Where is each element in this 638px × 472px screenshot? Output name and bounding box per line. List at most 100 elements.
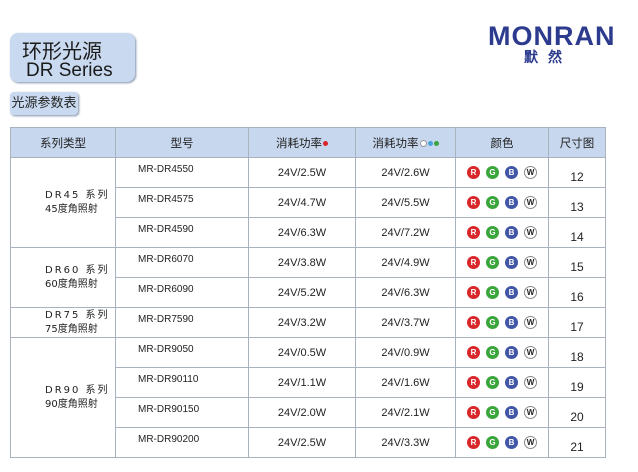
series-cell: DR45 系列 45度角照射 bbox=[10, 157, 116, 248]
power-cell: 24V/2.6W bbox=[355, 157, 456, 188]
model-cell: MR-DR90110 bbox=[115, 367, 249, 398]
series-angle: 60度角照射 bbox=[45, 278, 98, 290]
color-badge: R bbox=[467, 226, 480, 239]
table-row: DR45 系列 45度角照射 MR-DR4550 24V/2.5W 24V/2.6W R G… bbox=[10, 157, 606, 248]
series-cell: DR90 系列 90度角照射 bbox=[10, 337, 116, 458]
logo: MONRAN 默然 bbox=[488, 22, 615, 66]
color-badge: W bbox=[524, 376, 537, 389]
power-cell: 24V/0.5W bbox=[248, 337, 356, 368]
series-name: DR90 系列 bbox=[45, 384, 110, 396]
color-badge: G bbox=[486, 226, 499, 239]
model-cell: MR-DR90200 bbox=[115, 427, 249, 458]
table-row: MR-DR90150 24V/2.0W 24V/2.1W R G B W 20 bbox=[11, 397, 606, 428]
color-badge: G bbox=[486, 316, 499, 329]
power-cell: 24V/6.3W bbox=[355, 277, 456, 308]
power-cell: 24V/6.3W bbox=[248, 217, 356, 248]
spec-table: 系列类型 型号 消耗功率 消耗功率 颜色 尺寸图 DR45 系列 45度角照射 MR-DR45… bbox=[10, 127, 606, 458]
power-cell: 24V/7.2W bbox=[355, 217, 456, 248]
series-angle: 45度角照射 bbox=[45, 203, 98, 215]
power-cell: 24V/2.5W bbox=[248, 157, 356, 188]
indicator-dot bbox=[427, 140, 433, 146]
color-badge: R bbox=[467, 406, 480, 419]
color-badge: W bbox=[524, 346, 537, 359]
color-badge: G bbox=[486, 406, 499, 419]
series-name: DR60 系列 bbox=[45, 264, 110, 276]
color-badge: B bbox=[505, 436, 518, 449]
indicator-dot bbox=[433, 140, 439, 146]
size-cell: 13 bbox=[548, 187, 606, 218]
color-badge: G bbox=[486, 256, 499, 269]
power-cell: 24V/2.0W bbox=[248, 397, 356, 428]
series-angle: 90度角照射 bbox=[45, 398, 98, 410]
title: 环形光源 bbox=[22, 39, 102, 63]
indicator-dot bbox=[419, 139, 427, 147]
color-badge: R bbox=[467, 166, 480, 179]
power-cell: 24V/2.1W bbox=[355, 397, 456, 428]
column-header: 型号 bbox=[115, 127, 249, 158]
color-badge: W bbox=[524, 436, 537, 449]
model-cell: MR-DR4590 bbox=[115, 217, 249, 248]
color-badge: B bbox=[505, 196, 518, 209]
series-name: DR45 系列 bbox=[45, 189, 110, 201]
power-cell: 24V/3.2W bbox=[248, 307, 356, 338]
model-cell: MR-DR4575 bbox=[115, 187, 249, 218]
subtitle: DR Series bbox=[26, 60, 113, 81]
table-row: MR-DR6090 24V/5.2W 24V/6.3W R G B W 16 bbox=[11, 277, 606, 308]
model-cell: MR-DR9050 bbox=[115, 337, 249, 368]
size-cell: 16 bbox=[548, 277, 606, 308]
color-badge: G bbox=[486, 196, 499, 209]
table-row: MR-DR90200 24V/2.5W 24V/3.3W R G B W 21 bbox=[11, 427, 606, 458]
color-badge: G bbox=[486, 286, 499, 299]
model-cell: MR-DR7590 bbox=[115, 307, 249, 338]
column-header: 尺寸图 bbox=[548, 127, 606, 158]
color-badge: B bbox=[505, 376, 518, 389]
series-name: DR75 系列 bbox=[45, 309, 110, 321]
model-cell: MR-DR6070 bbox=[115, 247, 249, 278]
power-cell: 24V/5.2W bbox=[248, 277, 356, 308]
model-cell: MR-DR6090 bbox=[115, 277, 249, 308]
column-header-text: 消耗功率 bbox=[276, 135, 322, 150]
color-badge: W bbox=[524, 256, 537, 269]
table-row: DR75 系列 75度角照射 MR-DR7590 24V/3.2W 24V/3.7W R G… bbox=[10, 307, 606, 338]
color-badge: W bbox=[524, 166, 537, 179]
color-badge: G bbox=[486, 346, 499, 359]
size-cell: 17 bbox=[548, 307, 606, 338]
power-cell: 24V/1.1W bbox=[248, 367, 356, 398]
color-badge: W bbox=[524, 286, 537, 299]
power-cell: 24V/3.7W bbox=[355, 307, 456, 338]
series-angle: 75度角照射 bbox=[45, 323, 98, 335]
column-header: 颜色 bbox=[455, 127, 549, 158]
column-header-text: 尺寸图 bbox=[559, 135, 595, 150]
power-cell: 24V/0.9W bbox=[355, 337, 456, 368]
color-badge: R bbox=[467, 376, 480, 389]
color-badge: G bbox=[486, 166, 499, 179]
color-badge: W bbox=[524, 226, 537, 239]
size-cell: 14 bbox=[548, 217, 606, 248]
table-row: DR60 系列 60度角照射 MR-DR6070 24V/3.8W 24V/4.9W R G… bbox=[10, 247, 606, 308]
column-header-text: 消耗功率 bbox=[372, 135, 419, 150]
title-box: 环形光源 DR Series bbox=[10, 33, 135, 82]
power-cell: 24V/4.9W bbox=[355, 247, 456, 278]
color-badge: R bbox=[467, 346, 480, 359]
color-badge: R bbox=[467, 286, 480, 299]
color-badge: R bbox=[467, 196, 480, 209]
series-cell: DR75 系列 75度角照射 bbox=[10, 307, 116, 338]
header-row: 系列类型 型号 消耗功率 消耗功率 颜色 尺寸图 bbox=[10, 127, 606, 158]
logo-sub: 默然 bbox=[524, 50, 572, 66]
power-cell: 24V/2.5W bbox=[248, 427, 356, 458]
model-cell: MR-DR90150 bbox=[115, 397, 249, 428]
size-cell: 12 bbox=[548, 157, 606, 188]
size-cell: 20 bbox=[548, 397, 606, 428]
color-badge: W bbox=[524, 196, 537, 209]
table-row: MR-DR4575 24V/4.7W 24V/5.5W R G B W 13 bbox=[11, 187, 606, 218]
size-cell: 19 bbox=[548, 367, 606, 398]
